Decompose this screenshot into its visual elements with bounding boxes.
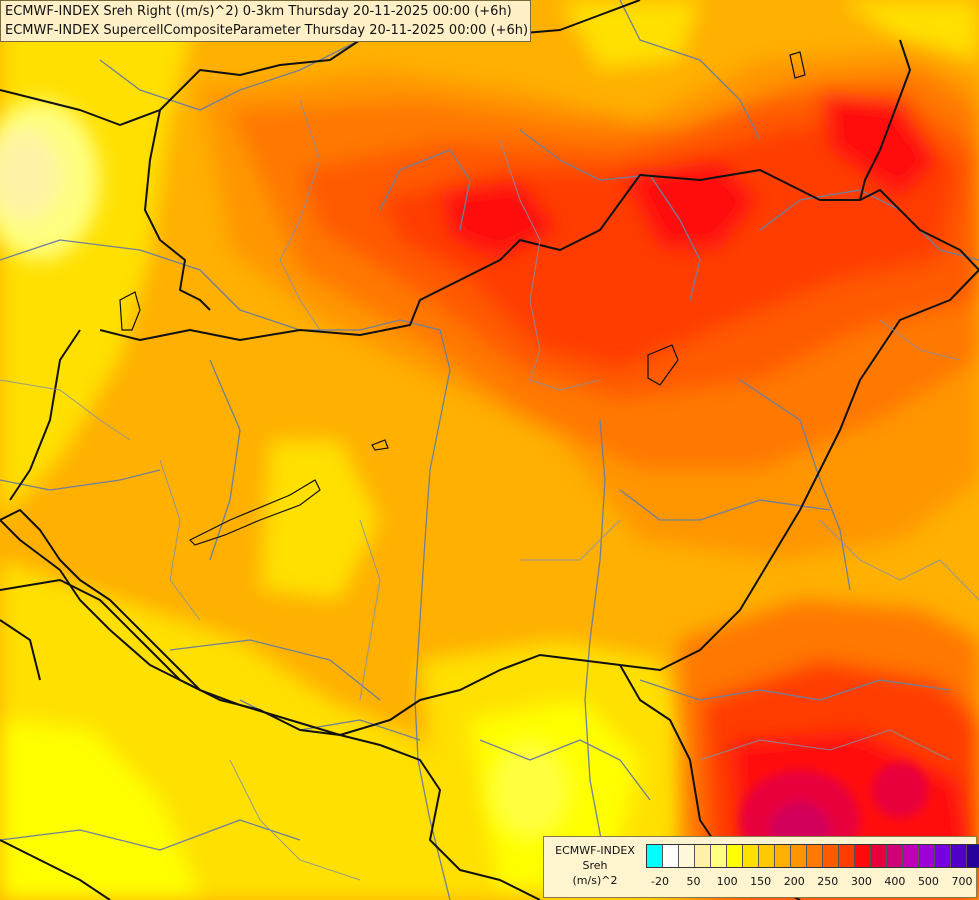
legend-swatch [823, 845, 839, 867]
legend-tick-labels: -20 50 100 150 200 250 300 400 500 700 [646, 875, 976, 891]
legend-tick-label: 400 [884, 875, 906, 888]
lake-neusiedl [119, 291, 141, 331]
lake-tiny [371, 439, 389, 451]
legend-swatch [775, 845, 791, 867]
legend-swatch [871, 845, 887, 867]
legend-swatch [887, 845, 903, 867]
legend-tick-label: 500 [917, 875, 939, 888]
field-lowest-values [0, 100, 570, 840]
map-title-panel: ECMWF-INDEX Sreh Right ((m/s)^2) 0-3km T… [0, 0, 531, 42]
legend-tick-label: 50 [686, 875, 701, 888]
legend-swatch [711, 845, 727, 867]
legend-swatch [903, 845, 919, 867]
legend-swatch [919, 845, 935, 867]
legend-tick-label: -20 [651, 875, 669, 888]
legend-tick-label: 700 [951, 875, 973, 888]
lake-balaton [188, 479, 321, 546]
legend-tick-label: 150 [750, 875, 772, 888]
legend-swatch [647, 845, 663, 867]
legend-swatch [807, 845, 823, 867]
lake-north [789, 51, 806, 79]
legend-tick-label: 300 [850, 875, 872, 888]
legend-swatch [759, 845, 775, 867]
legend-swatch [967, 845, 979, 867]
legend-swatch [855, 845, 871, 867]
legend-swatch [839, 845, 855, 867]
legend-swatch [743, 845, 759, 867]
legend-title-variable: Sreh [582, 859, 608, 872]
legend-swatch [679, 845, 695, 867]
legend-title: ECMWF-INDEX Sreh (m/s)^2 [548, 843, 642, 888]
field-high-values [200, 50, 979, 560]
legend-color-scale [646, 844, 979, 868]
title-scp: ECMWF-INDEX SupercellCompositeParameter … [5, 23, 529, 38]
legend-swatch [935, 845, 951, 867]
color-legend: ECMWF-INDEX Sreh (m/s)^2 -20 50 100 150 200 2… [543, 836, 979, 898]
legend-title-unit: (m/s)^2 [572, 874, 618, 887]
legend-tick-label: 250 [817, 875, 839, 888]
legend-swatch [727, 845, 743, 867]
legend-tick-label: 100 [716, 875, 738, 888]
legend-tick-label: 200 [783, 875, 805, 888]
region-boundaries [0, 99, 979, 881]
legend-swatch [695, 845, 711, 867]
legend-swatch [663, 845, 679, 867]
legend-title-model: ECMWF-INDEX [555, 844, 635, 857]
legend-swatch [791, 845, 807, 867]
legend-swatch [951, 845, 967, 867]
lake-outlines [119, 51, 806, 546]
lake-small [647, 344, 679, 386]
title-sreh: ECMWF-INDEX Sreh Right ((m/s)^2) 0-3km T… [5, 4, 512, 19]
